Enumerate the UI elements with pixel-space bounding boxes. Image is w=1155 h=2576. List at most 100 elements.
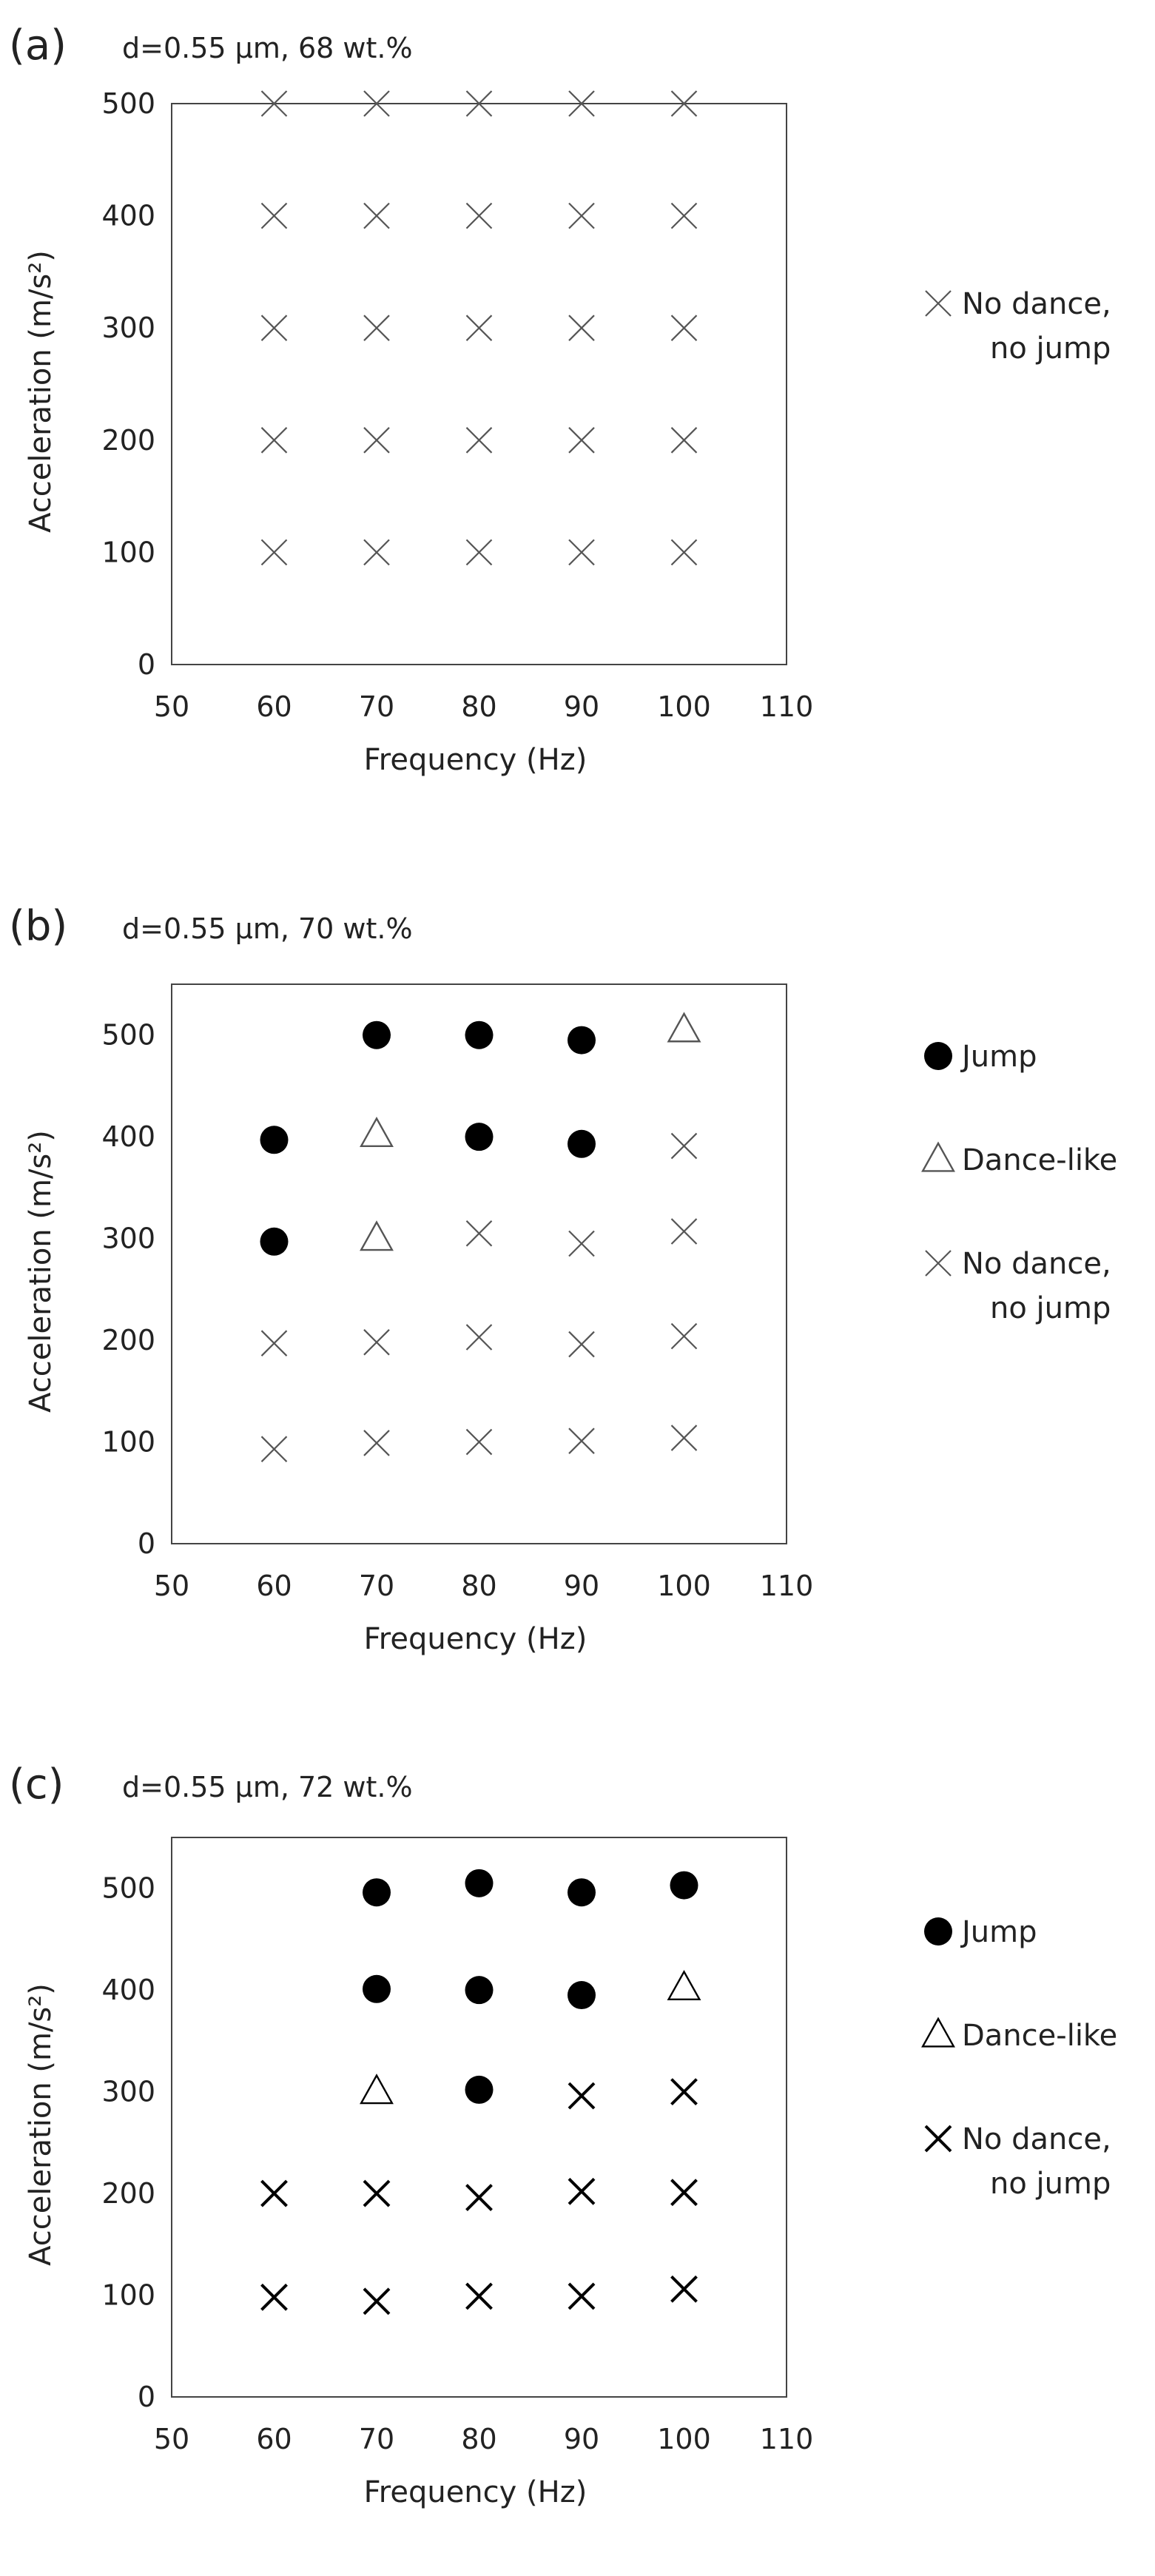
- data-point: [260, 1227, 289, 1256]
- data-point: [670, 1132, 698, 1160]
- legend-label: no jump: [990, 2167, 1111, 2201]
- series-cross: [260, 1132, 698, 1462]
- series-triangle: [360, 1012, 701, 1251]
- series-triangle: [360, 1969, 701, 2105]
- y-tick-label: 400: [101, 1974, 155, 2006]
- data-point: [670, 1425, 698, 1451]
- x-tick-label: 70: [359, 690, 394, 723]
- data-point: [465, 2075, 494, 2104]
- x-tick-label: 90: [564, 2423, 599, 2455]
- data-point: [260, 90, 288, 117]
- x-tick-label: 100: [657, 1570, 711, 1602]
- x-tick-label: 100: [657, 690, 711, 723]
- data-point: [363, 202, 390, 229]
- x-tick-label: 110: [760, 1570, 814, 1602]
- legend-marker-circle: [924, 1042, 952, 1070]
- data-point: [465, 2184, 493, 2212]
- plot-area: [171, 1837, 787, 2398]
- y-tick-label: 100: [101, 2279, 155, 2312]
- chart-panel-1: (a) d=0.55 μm, 68 wt.% 50 60 70 80 90 100 110 0 10…: [9, 21, 1111, 777]
- data-point: [363, 539, 390, 566]
- y-tick-label: 0: [138, 1527, 155, 1560]
- series-cross: [260, 90, 698, 566]
- y-tick-label: 400: [101, 200, 155, 232]
- data-point: [260, 1436, 288, 1462]
- data-point: [465, 90, 493, 117]
- data-point: [568, 1878, 596, 1907]
- x-tick-label: 110: [760, 2423, 814, 2455]
- data-point: [363, 90, 390, 117]
- data-point: [568, 1331, 595, 1358]
- panel-title: d=0.55 μm, 72 wt.%: [122, 1771, 413, 1803]
- data-point: [670, 2179, 698, 2207]
- y-axis-label: Acceleration (m/s²): [24, 1130, 58, 1413]
- data-point: [260, 427, 288, 454]
- data-point: [670, 1322, 698, 1350]
- data-point: [667, 1012, 701, 1043]
- data-point: [363, 1878, 391, 1907]
- legend-marker-cross: [924, 2125, 952, 2153]
- data-point: [465, 1123, 494, 1151]
- data-point: [363, 1430, 390, 1456]
- panel-label: (b): [9, 902, 67, 950]
- data-point: [363, 315, 390, 341]
- x-tick-label: 60: [256, 2423, 292, 2455]
- y-tick-label: 500: [101, 1019, 155, 1052]
- y-tick-label: 200: [101, 2177, 155, 2210]
- data-point: [260, 202, 288, 229]
- legend: Jump Dance-like No dance, no jump: [921, 1915, 1117, 2201]
- data-point: [363, 1974, 391, 2003]
- data-point: [670, 427, 698, 454]
- data-point: [568, 539, 595, 566]
- data-point: [568, 202, 595, 229]
- x-tick-label: 50: [154, 690, 189, 723]
- y-tick-label: 200: [101, 424, 155, 457]
- data-point: [465, 1428, 493, 1456]
- x-tick-label: 70: [359, 1570, 394, 1602]
- data-point: [667, 1969, 701, 2001]
- x-tick-label: 70: [359, 2423, 394, 2455]
- data-point: [465, 427, 493, 454]
- data-point: [568, 427, 595, 454]
- data-point: [670, 315, 698, 341]
- series-circle: [260, 1020, 596, 1256]
- data-point: [568, 1230, 595, 1257]
- y-axis-label: Acceleration (m/s²): [24, 250, 58, 533]
- panel-label: (c): [9, 1761, 64, 1809]
- panel-label: (a): [9, 21, 67, 70]
- data-point: [363, 427, 390, 454]
- data-point: [260, 2179, 288, 2207]
- data-point: [465, 1020, 494, 1049]
- data-point: [670, 1218, 698, 1245]
- data-point: [260, 1126, 289, 1154]
- data-point: [568, 1026, 596, 1055]
- data-point: [360, 1116, 394, 1148]
- data-point: [670, 2275, 698, 2303]
- data-point: [465, 1869, 494, 1897]
- data-point: [260, 1330, 288, 1356]
- x-tick-label: 50: [154, 2423, 189, 2455]
- data-point: [670, 202, 698, 229]
- x-tick-label: 60: [256, 1570, 292, 1602]
- data-point: [568, 2082, 596, 2110]
- data-point: [465, 539, 493, 566]
- data-point: [568, 2177, 596, 2205]
- data-point: [568, 90, 595, 117]
- y-tick-label: 100: [101, 1426, 155, 1459]
- legend-label: no jump: [990, 1291, 1111, 1325]
- data-point: [260, 2283, 288, 2311]
- x-tick-label: 90: [564, 1570, 599, 1602]
- legend-label: Jump: [960, 1915, 1037, 1949]
- y-tick-label: 300: [101, 312, 155, 344]
- data-point: [670, 539, 698, 566]
- y-tick-label: 0: [138, 2381, 155, 2413]
- y-axis-label: Acceleration (m/s²): [24, 1983, 58, 2266]
- chart-panel-2: (b) d=0.55 μm, 70 wt.% 50 60 70 80 90 100 110 0 10…: [9, 902, 1117, 1656]
- y-tick-label: 200: [101, 1324, 155, 1356]
- data-point: [568, 1427, 595, 1454]
- legend-marker-triangle: [921, 1141, 955, 1172]
- plot-area: [171, 103, 787, 665]
- x-tick-label: 100: [657, 2423, 711, 2455]
- x-tick-label: 110: [760, 690, 814, 723]
